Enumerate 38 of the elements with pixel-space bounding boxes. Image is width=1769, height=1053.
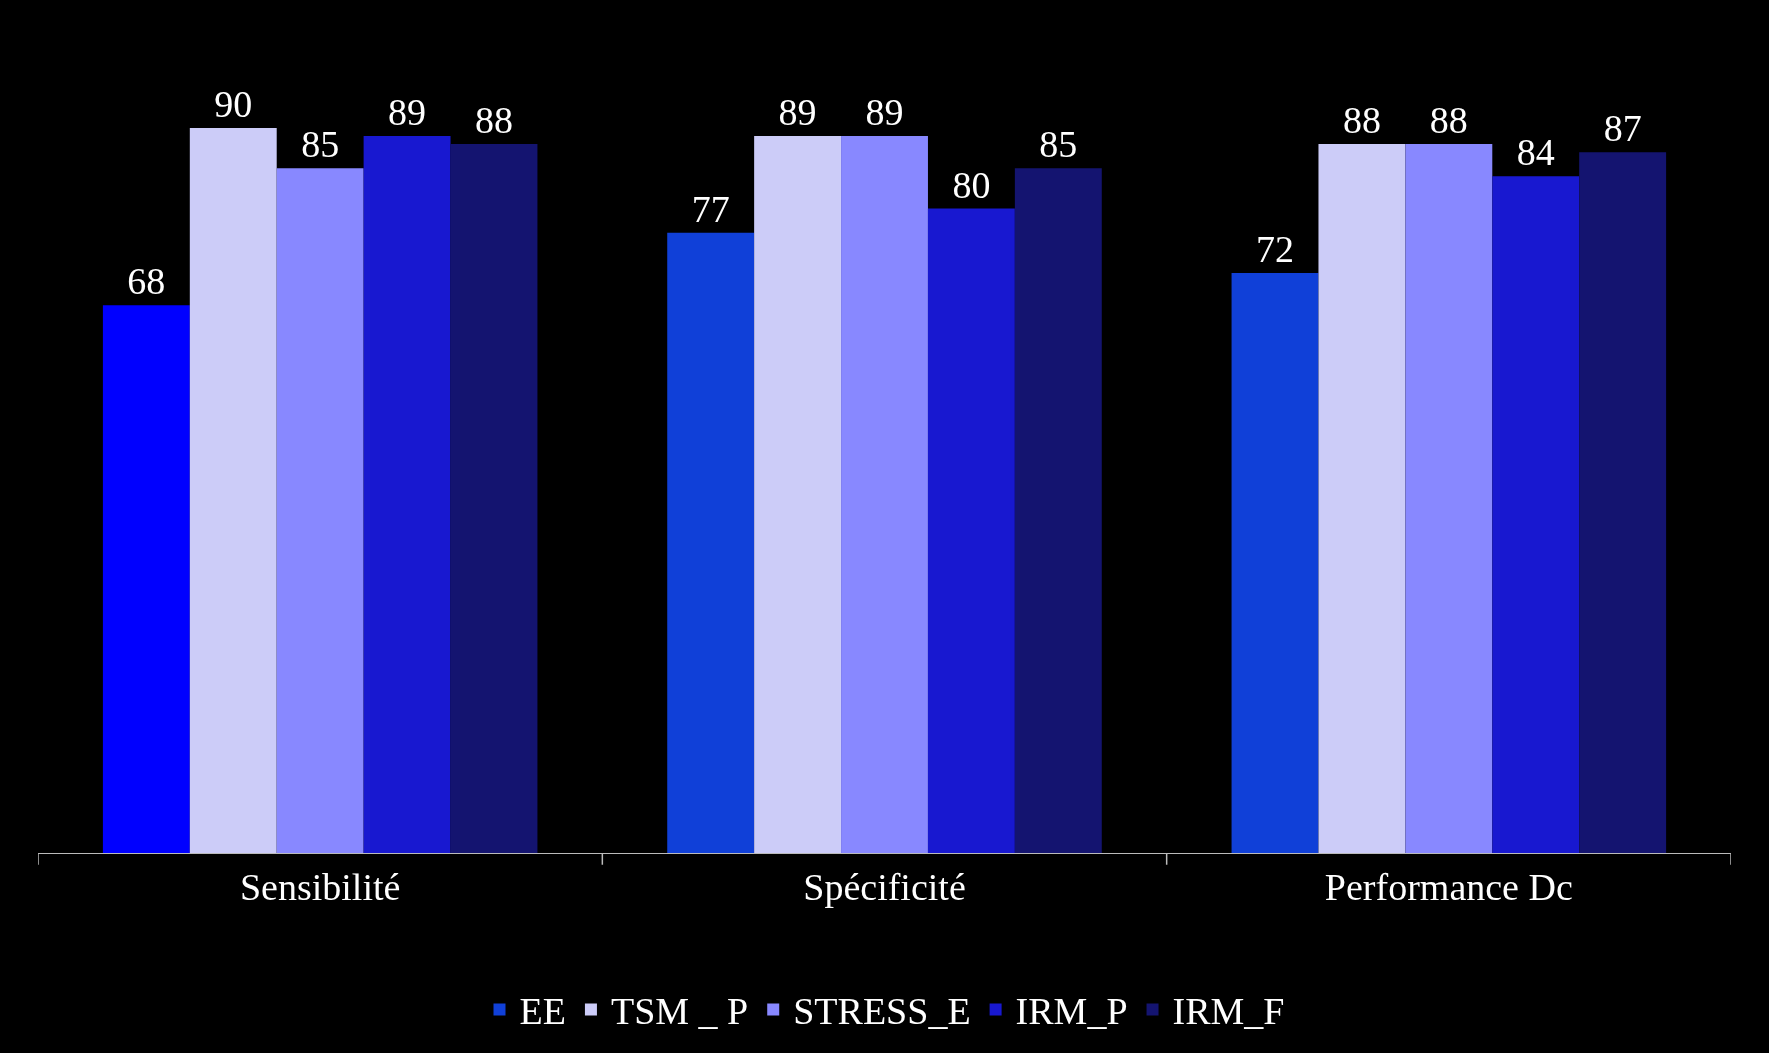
- bar: [102, 305, 190, 853]
- bar: [1579, 152, 1667, 853]
- data-label: 90: [214, 83, 253, 125]
- data-label: 85: [301, 123, 340, 166]
- bar: [1405, 144, 1493, 853]
- legend-label: IRM_P: [1015, 990, 1128, 1033]
- data-label: 84: [1516, 131, 1555, 174]
- data-label: 88: [474, 99, 513, 142]
- bar: [927, 208, 1015, 853]
- bar: [1492, 176, 1580, 853]
- bar: [450, 144, 538, 853]
- x-tick-label: Spécificité: [803, 865, 966, 908]
- data-label: 87: [1603, 107, 1642, 150]
- data-label: 89: [388, 91, 427, 134]
- bar: [754, 136, 842, 853]
- bar: [1014, 168, 1102, 853]
- x-tick-label: Sensibilité: [239, 865, 401, 908]
- bar: [189, 128, 277, 853]
- bar: [667, 232, 755, 853]
- bar: [276, 168, 364, 853]
- data-label: 88: [1429, 99, 1468, 142]
- data-label: 72: [1256, 228, 1295, 270]
- bar: [1231, 273, 1319, 853]
- bar: [363, 136, 451, 853]
- legend-label: TSM _ P: [610, 990, 749, 1033]
- data-label: 77: [691, 187, 730, 230]
- x-tick-label: Performance Dc: [1324, 865, 1573, 908]
- data-label: 68: [127, 260, 166, 303]
- data-label: 89: [865, 91, 904, 134]
- bar: [1318, 144, 1406, 853]
- data-label: 85: [1039, 123, 1078, 166]
- legend-label: EE: [519, 990, 566, 1033]
- legend-label: IRM_F: [1172, 990, 1285, 1033]
- data-label: 80: [952, 163, 991, 206]
- data-label: 88: [1342, 99, 1381, 142]
- data-label: 89: [778, 91, 817, 134]
- legend-label: STRESS_E: [793, 990, 971, 1033]
- bar: [841, 136, 928, 853]
